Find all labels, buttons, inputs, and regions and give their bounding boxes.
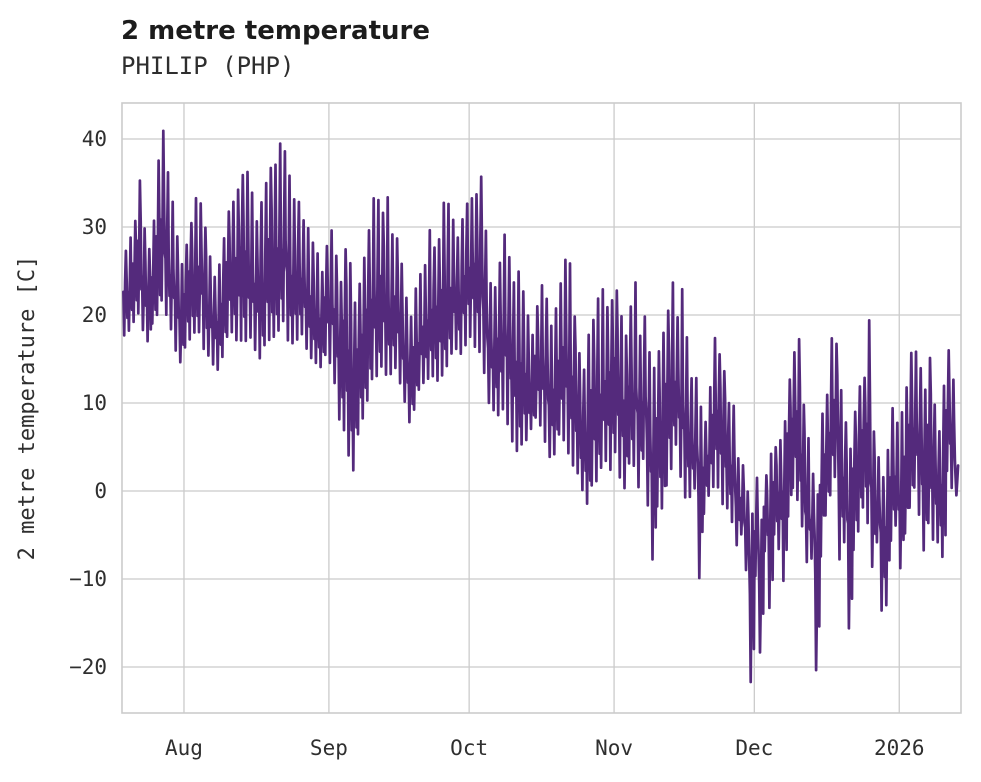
x-axis-tick-labels: Aug Sep Oct Nov Dec 2026 — [165, 736, 925, 760]
chart-subtitle: PHILIP (PHP) — [121, 52, 295, 80]
y-tick-label: 10 — [82, 391, 107, 415]
temperature-line — [122, 129, 960, 684]
y-axis-tick-labels: 40 30 20 10 0 −10 −20 — [69, 127, 107, 679]
chart-title: 2 metre temperature — [121, 16, 430, 46]
temperature-series — [122, 129, 960, 684]
y-tick-label: −20 — [69, 655, 107, 679]
y-tick-label: 0 — [94, 479, 107, 503]
x-tick-label: Nov — [595, 736, 633, 760]
x-tick-label: Dec — [735, 736, 773, 760]
grid — [121, 102, 962, 714]
y-tick-label: −10 — [69, 567, 107, 591]
y-tick-label: 20 — [82, 303, 107, 327]
y-tick-label: 40 — [82, 127, 107, 151]
y-axis-label: 2 metre temperature [C] — [15, 256, 40, 561]
x-tick-label: Aug — [165, 736, 203, 760]
x-tick-label: 2026 — [874, 736, 925, 760]
y-tick-label: 30 — [82, 215, 107, 239]
x-tick-label: Sep — [310, 736, 348, 760]
x-tick-label: Oct — [450, 736, 488, 760]
